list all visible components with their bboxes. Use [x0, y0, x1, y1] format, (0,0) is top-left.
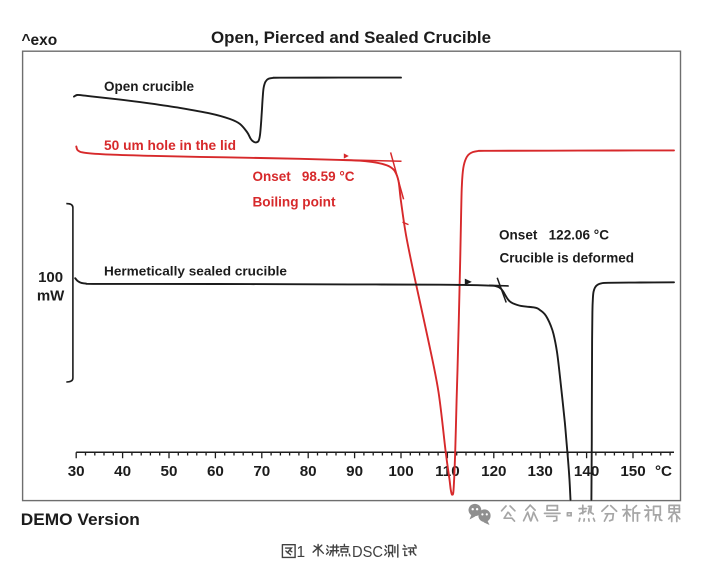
svg-text:50 um hole in the lid: 50 um hole in the lid	[104, 137, 236, 153]
svg-text:Open crucible: Open crucible	[104, 78, 194, 94]
svg-text:30: 30	[68, 463, 85, 480]
svg-text:40: 40	[114, 463, 131, 480]
svg-text:mW: mW	[37, 287, 65, 304]
svg-text:130: 130	[528, 463, 553, 480]
svg-text:Hermetically sealed crucible: Hermetically sealed crucible	[104, 263, 287, 278]
svg-text:50: 50	[161, 463, 178, 480]
svg-text:70: 70	[253, 463, 270, 480]
svg-text:60: 60	[207, 463, 224, 480]
svg-text:Crucible is deformed: Crucible is deformed	[500, 249, 635, 265]
svg-text:150: 150	[620, 463, 645, 480]
svg-text:100: 100	[388, 463, 413, 480]
svg-text:120: 120	[481, 463, 506, 480]
svg-text:140: 140	[574, 463, 599, 480]
svg-text:DEMO Version: DEMO Version	[21, 511, 140, 529]
svg-text:Onset 98.59 °C: Onset 98.59 °C	[253, 168, 355, 184]
svg-text:^exo: ^exo	[22, 32, 58, 49]
svg-text:Onset 122.06 °C: Onset 122.06 °C	[499, 227, 609, 243]
svg-text:80: 80	[300, 463, 317, 480]
svg-text:100: 100	[38, 269, 63, 286]
svg-text:Open, Pierced and Sealed Cruci: Open, Pierced and Sealed Crucible	[211, 29, 491, 47]
svg-text:°C: °C	[655, 463, 672, 480]
svg-text:90: 90	[346, 463, 363, 480]
svg-text:1: 1	[297, 544, 306, 561]
svg-text:DSC: DSC	[352, 544, 383, 561]
svg-text:Boiling point: Boiling point	[253, 194, 336, 210]
